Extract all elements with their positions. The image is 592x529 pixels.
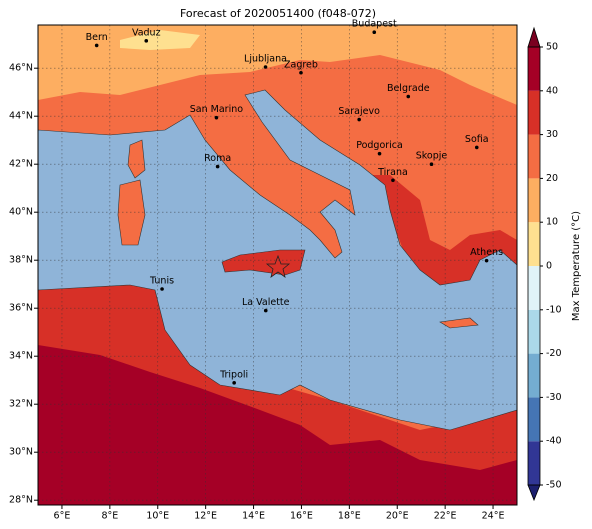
lon-tick-label: 12°E xyxy=(194,511,217,522)
colorbar-tick-label: 50 xyxy=(546,42,558,53)
lon-tick-label: 16°E xyxy=(290,511,313,522)
colorbar: -50 -40 -30 -20 -10 0 10 20 30 40 50 xyxy=(527,26,562,502)
lon-tick-label: 24°E xyxy=(482,511,505,522)
city-dot xyxy=(357,117,361,122)
colorbar-tick-label: 10 xyxy=(546,217,558,228)
city-dot xyxy=(391,178,395,183)
city-label: Athens xyxy=(470,247,503,258)
lon-tick-label: 8°E xyxy=(101,511,118,522)
city-label: La Valette xyxy=(242,297,290,308)
colorbar-bin xyxy=(528,353,540,398)
colorbar-tick-label: -20 xyxy=(546,348,562,359)
lon-tick-label: 6°E xyxy=(54,511,71,522)
colorbar-bin xyxy=(528,47,540,91)
city-label: Vaduz xyxy=(132,27,161,38)
city-label: San Marino xyxy=(190,104,243,115)
city-label: Budapest xyxy=(352,19,397,30)
lon-tick-label: 18°E xyxy=(338,511,361,522)
colorbar-bin xyxy=(528,441,540,485)
city-dot xyxy=(474,145,479,150)
city-dot xyxy=(372,30,377,34)
city-label: Ljubljana xyxy=(244,54,287,65)
corsica xyxy=(127,139,146,179)
lon-tick-label: 10°E xyxy=(146,511,169,522)
lat-tick-label: 36°N xyxy=(9,303,33,314)
lat-tick-label: 34°N xyxy=(9,351,33,362)
colorbar-tick-label: 40 xyxy=(546,85,558,96)
colorbar-bin xyxy=(528,178,540,223)
colorbar-tick-label: 20 xyxy=(546,173,558,184)
city-dot xyxy=(299,70,303,75)
colorbar-tick-label: 30 xyxy=(546,129,558,140)
city-label: Belgrade xyxy=(387,83,430,94)
lat-tick-label: 40°N xyxy=(9,207,33,218)
crete xyxy=(439,317,479,329)
lat-tick-label: 28°N xyxy=(9,495,33,506)
alps-field xyxy=(120,30,200,50)
city-dot xyxy=(214,115,219,120)
colorbar-label: Max Temperature (°C) xyxy=(571,211,582,321)
marker-star xyxy=(265,254,291,278)
colorbar-tick-label: -50 xyxy=(546,480,562,491)
colorbar-tick-label: -10 xyxy=(546,304,562,315)
city-label: Bern xyxy=(86,32,108,43)
colorbar-tick-label: -30 xyxy=(546,392,562,403)
city-label: Tirana xyxy=(377,167,408,178)
title: Forecast of 2020051400 (f048-072) xyxy=(180,7,376,20)
city-label: Sofia xyxy=(465,134,489,145)
colorbar-bin xyxy=(528,90,540,135)
city-label: Sarajevo xyxy=(338,106,380,117)
colorbar-bin xyxy=(528,222,540,266)
colorbar-bin xyxy=(528,309,540,354)
city-label: Tripoli xyxy=(219,369,248,380)
city-label: Tunis xyxy=(149,276,174,287)
city-label: Skopje xyxy=(416,151,448,162)
city-dot xyxy=(263,308,268,313)
city-dot xyxy=(263,65,268,69)
lat-tick-label: 32°N xyxy=(9,399,33,410)
lat-tick-label: 38°N xyxy=(9,255,33,266)
colorbar-bin xyxy=(528,266,540,310)
city-dot xyxy=(215,164,220,169)
city-dot xyxy=(406,94,411,99)
grid: 6°E 8°E 10°E 12°E 14°E 16°E 18°E 20°E 22°E 24°E 28… xyxy=(9,25,517,522)
colorbar-extend-high xyxy=(527,26,541,48)
city-dot xyxy=(377,151,382,156)
colorbar-extend-low xyxy=(527,484,541,502)
city-dot xyxy=(94,43,99,48)
city-dot xyxy=(144,39,149,43)
city-dot xyxy=(160,287,164,291)
lon-tick-label: 20°E xyxy=(386,511,409,522)
lat-tick-label: 46°N xyxy=(9,63,33,74)
map-frame xyxy=(37,24,518,506)
city-dot xyxy=(429,162,434,166)
lat-tick-label: 44°N xyxy=(9,111,33,122)
city-label: Podgorica xyxy=(356,140,403,151)
city-dot xyxy=(232,381,236,385)
lat-tick-label: 42°N xyxy=(9,159,33,170)
city-dot xyxy=(484,258,489,263)
colorbar-bin xyxy=(528,134,540,179)
lon-tick-label: 14°E xyxy=(242,511,265,522)
lon-tick-label: 22°E xyxy=(434,511,457,522)
city-label: Zagreb xyxy=(284,59,318,70)
colorbar-tick-label: 0 xyxy=(546,261,552,272)
lat-tick-label: 30°N xyxy=(9,447,33,458)
colorbar-bin xyxy=(528,397,540,442)
colorbar-tick-label: -40 xyxy=(546,436,562,447)
city-label: Roma xyxy=(204,153,231,164)
